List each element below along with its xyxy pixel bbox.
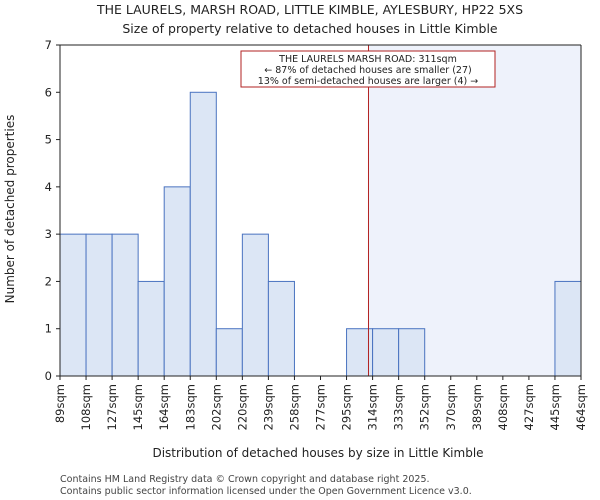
- y-tick-label: 0: [45, 369, 52, 383]
- bar-series: [59, 91, 582, 377]
- bar-164sqm: [163, 186, 191, 377]
- x-tick-label: 314sqm: [366, 384, 380, 430]
- x-tick-label: 408sqm: [496, 384, 510, 430]
- bar-145sqm: [137, 280, 165, 377]
- bar-89sqm: [59, 233, 87, 377]
- x-tick-label: 239sqm: [261, 384, 275, 430]
- x-tick-label: 164sqm: [157, 384, 171, 430]
- annotation-line-1: THE LAURELS MARSH ROAD: 311sqm: [278, 54, 457, 65]
- y-tick-label: 6: [45, 85, 52, 99]
- x-tick-label: 202sqm: [209, 384, 223, 430]
- chart-title: THE LAURELS, MARSH ROAD, LITTLE KIMBLE, …: [96, 2, 523, 17]
- x-tick-label: 258sqm: [287, 384, 301, 430]
- annotation-box: [240, 50, 496, 88]
- annotation-line-3: 13% of semi-detached houses are larger (…: [258, 76, 478, 87]
- footer-line-1: Contains HM Land Registry data © Crown c…: [60, 474, 430, 485]
- y-ticks: 0 1 2 3 4 5 6 7: [45, 38, 60, 383]
- bar-239sqm: [267, 280, 295, 377]
- annotation-line-2: ← 87% of detached houses are smaller (27…: [264, 65, 471, 76]
- x-tick-label: 445sqm: [548, 384, 562, 430]
- y-tick-label: 4: [45, 180, 52, 194]
- larger-properties-region: [368, 45, 581, 376]
- x-tick-label: 352sqm: [418, 384, 432, 430]
- chart-subtitle: Size of property relative to detached ho…: [122, 21, 498, 36]
- x-tick-label: 389sqm: [470, 384, 484, 430]
- y-tick-label: 3: [45, 227, 52, 241]
- bar-333sqm: [398, 328, 426, 377]
- x-axis-label: Distribution of detached houses by size …: [152, 446, 483, 460]
- y-tick-label: 5: [45, 133, 52, 147]
- property-annotation: THE LAURELS MARSH ROAD: 311sqm ← 87% of …: [240, 50, 496, 88]
- x-tick-label: 108sqm: [79, 384, 93, 430]
- x-tick-label: 295sqm: [340, 384, 354, 430]
- x-tick-label: 220sqm: [235, 384, 249, 430]
- y-tick-label: 7: [45, 38, 52, 52]
- x-tick-label: 145sqm: [131, 384, 145, 430]
- x-tick-label: 464sqm: [574, 384, 588, 430]
- x-tick-label: 89sqm: [53, 384, 67, 423]
- x-tick-label: 370sqm: [444, 384, 458, 430]
- x-tick-label: 127sqm: [105, 384, 119, 430]
- x-tick-label: 333sqm: [392, 384, 406, 430]
- bar-220sqm: [241, 233, 269, 377]
- x-tick-label: 427sqm: [522, 384, 536, 430]
- bar-314sqm: [372, 328, 400, 377]
- x-ticks: 89sqm 108sqm 127sqm 145sqm 164sqm 183sqm 202sq…: [53, 376, 588, 430]
- bar-127sqm: [111, 233, 139, 377]
- bar-202sqm: [215, 328, 243, 377]
- bar-183sqm: [189, 91, 217, 377]
- y-tick-label: 1: [45, 322, 52, 336]
- x-tick-label: 277sqm: [314, 384, 328, 430]
- y-tick-label: 2: [45, 274, 52, 288]
- bar-445sqm: [554, 280, 582, 377]
- y-axis-label: Number of detached properties: [3, 115, 17, 304]
- footer-line-2: Contains public sector information licen…: [60, 486, 472, 497]
- bar-108sqm: [85, 233, 113, 377]
- x-tick-label: 183sqm: [183, 384, 197, 430]
